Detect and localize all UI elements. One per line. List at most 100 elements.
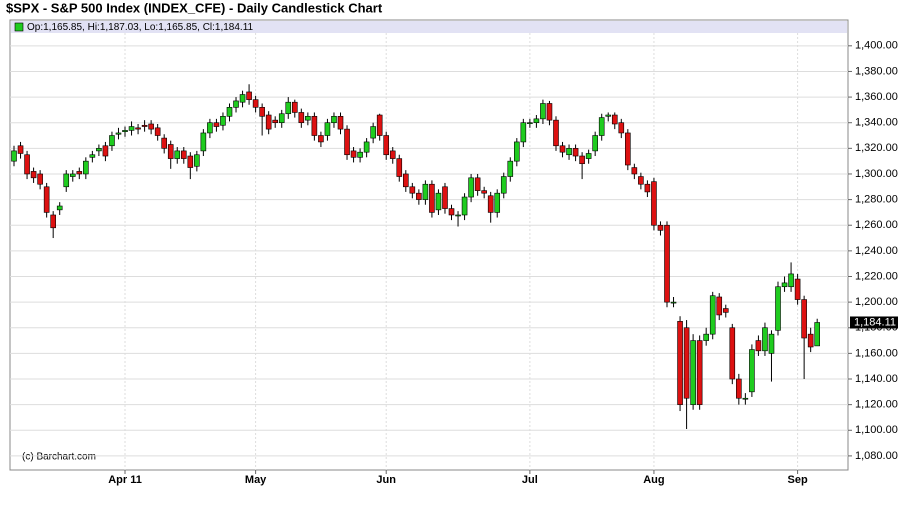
candle-body (76, 171, 83, 175)
candle-body (605, 114, 612, 117)
y-tick-label: 1,340.00 (855, 117, 898, 129)
candle-body (285, 101, 292, 115)
candle-body (611, 114, 618, 125)
y-tick-label: 1,360.00 (855, 91, 898, 103)
candle-body (102, 145, 109, 157)
candle-body (135, 127, 141, 130)
candle-body (455, 214, 461, 217)
candle-body (670, 301, 677, 304)
candle-body (788, 273, 794, 288)
candle-body (520, 122, 527, 143)
candle-body (775, 286, 781, 331)
candle-body (161, 137, 167, 149)
candle-body (683, 327, 690, 399)
candle-body (729, 327, 736, 380)
candle-body (572, 148, 579, 157)
y-tick-label: 1,120.00 (855, 399, 898, 411)
candle-body (736, 378, 742, 399)
legend-text: Op:1,165.85, Hi:1,187.03, Lo:1,165.85, C… (27, 22, 254, 33)
candle-body (239, 94, 246, 103)
x-tick-label: Aug (643, 474, 664, 486)
candle-body (115, 132, 122, 135)
candle-body (194, 154, 200, 167)
candle-body (801, 299, 807, 339)
candle-body (167, 144, 174, 159)
candle-body (83, 160, 89, 175)
candle-body (311, 115, 318, 136)
candle-body (174, 150, 181, 159)
candle-body (768, 333, 775, 354)
candle-body (200, 132, 207, 152)
candle-body (468, 177, 474, 198)
candle-body (383, 135, 390, 156)
candle-body (56, 205, 63, 211)
candle-body (109, 135, 115, 147)
plot-frame (9, 19, 849, 471)
legend-swatch (14, 22, 24, 32)
candle-body (43, 186, 50, 213)
candle-body (651, 181, 657, 226)
candle-body (553, 119, 559, 147)
candle-body (265, 114, 272, 130)
candle-body (291, 101, 298, 113)
candle-body (755, 340, 762, 352)
candle-body (559, 145, 566, 153)
candle-body (350, 150, 357, 158)
candle-body (814, 322, 820, 347)
candle-body (514, 141, 520, 162)
candle-body (527, 122, 533, 125)
candle-body (50, 214, 56, 229)
candle-body (494, 192, 501, 213)
x-tick-label: Jul (522, 474, 538, 486)
candle-body (396, 158, 403, 177)
x-tick-label: May (245, 474, 267, 486)
candle-body (474, 177, 481, 191)
x-tick-label: Sep (788, 474, 808, 486)
candle-body (305, 115, 311, 121)
candle-body (402, 173, 409, 188)
y-tick-label: 1,300.00 (855, 168, 898, 180)
candle-body (566, 148, 572, 156)
candle-body (389, 150, 396, 159)
candle-body (716, 296, 723, 316)
candle-body (226, 107, 233, 117)
candle-body (409, 186, 416, 194)
candle-body (657, 224, 664, 231)
y-tick-label: 1,260.00 (855, 219, 898, 231)
x-tick-label: Jun (376, 474, 396, 486)
candle-body (664, 224, 670, 303)
candle-body (618, 122, 625, 134)
candle-body (762, 327, 768, 352)
y-tick-label: 1,080.00 (855, 450, 898, 462)
y-tick-label: 1,320.00 (855, 142, 898, 154)
candle-body (592, 135, 598, 152)
candle-body (337, 115, 344, 130)
candle-body (272, 119, 279, 124)
candle-body (416, 192, 422, 200)
candle-body (540, 103, 546, 120)
candle-body (631, 167, 638, 175)
candle-body (17, 145, 24, 154)
candle-body (318, 135, 324, 143)
candle-body (370, 126, 376, 139)
candle-body (278, 113, 285, 124)
candle-body (89, 154, 96, 158)
candle-body (207, 122, 213, 134)
candle-body (376, 114, 383, 136)
candle-body (148, 123, 154, 130)
candle-body (96, 148, 102, 152)
candle-body (187, 155, 194, 168)
candle-body (546, 103, 553, 121)
candle-body (429, 183, 435, 213)
candle-body (422, 183, 429, 200)
candle-body (487, 195, 494, 213)
candle-body (357, 151, 363, 158)
candle-body (533, 118, 540, 124)
candle-body (722, 308, 729, 313)
candle-body (742, 397, 749, 400)
candle-body (324, 122, 331, 136)
candle-body (122, 130, 128, 132)
candle-body (749, 349, 755, 393)
candle-body (690, 340, 696, 405)
